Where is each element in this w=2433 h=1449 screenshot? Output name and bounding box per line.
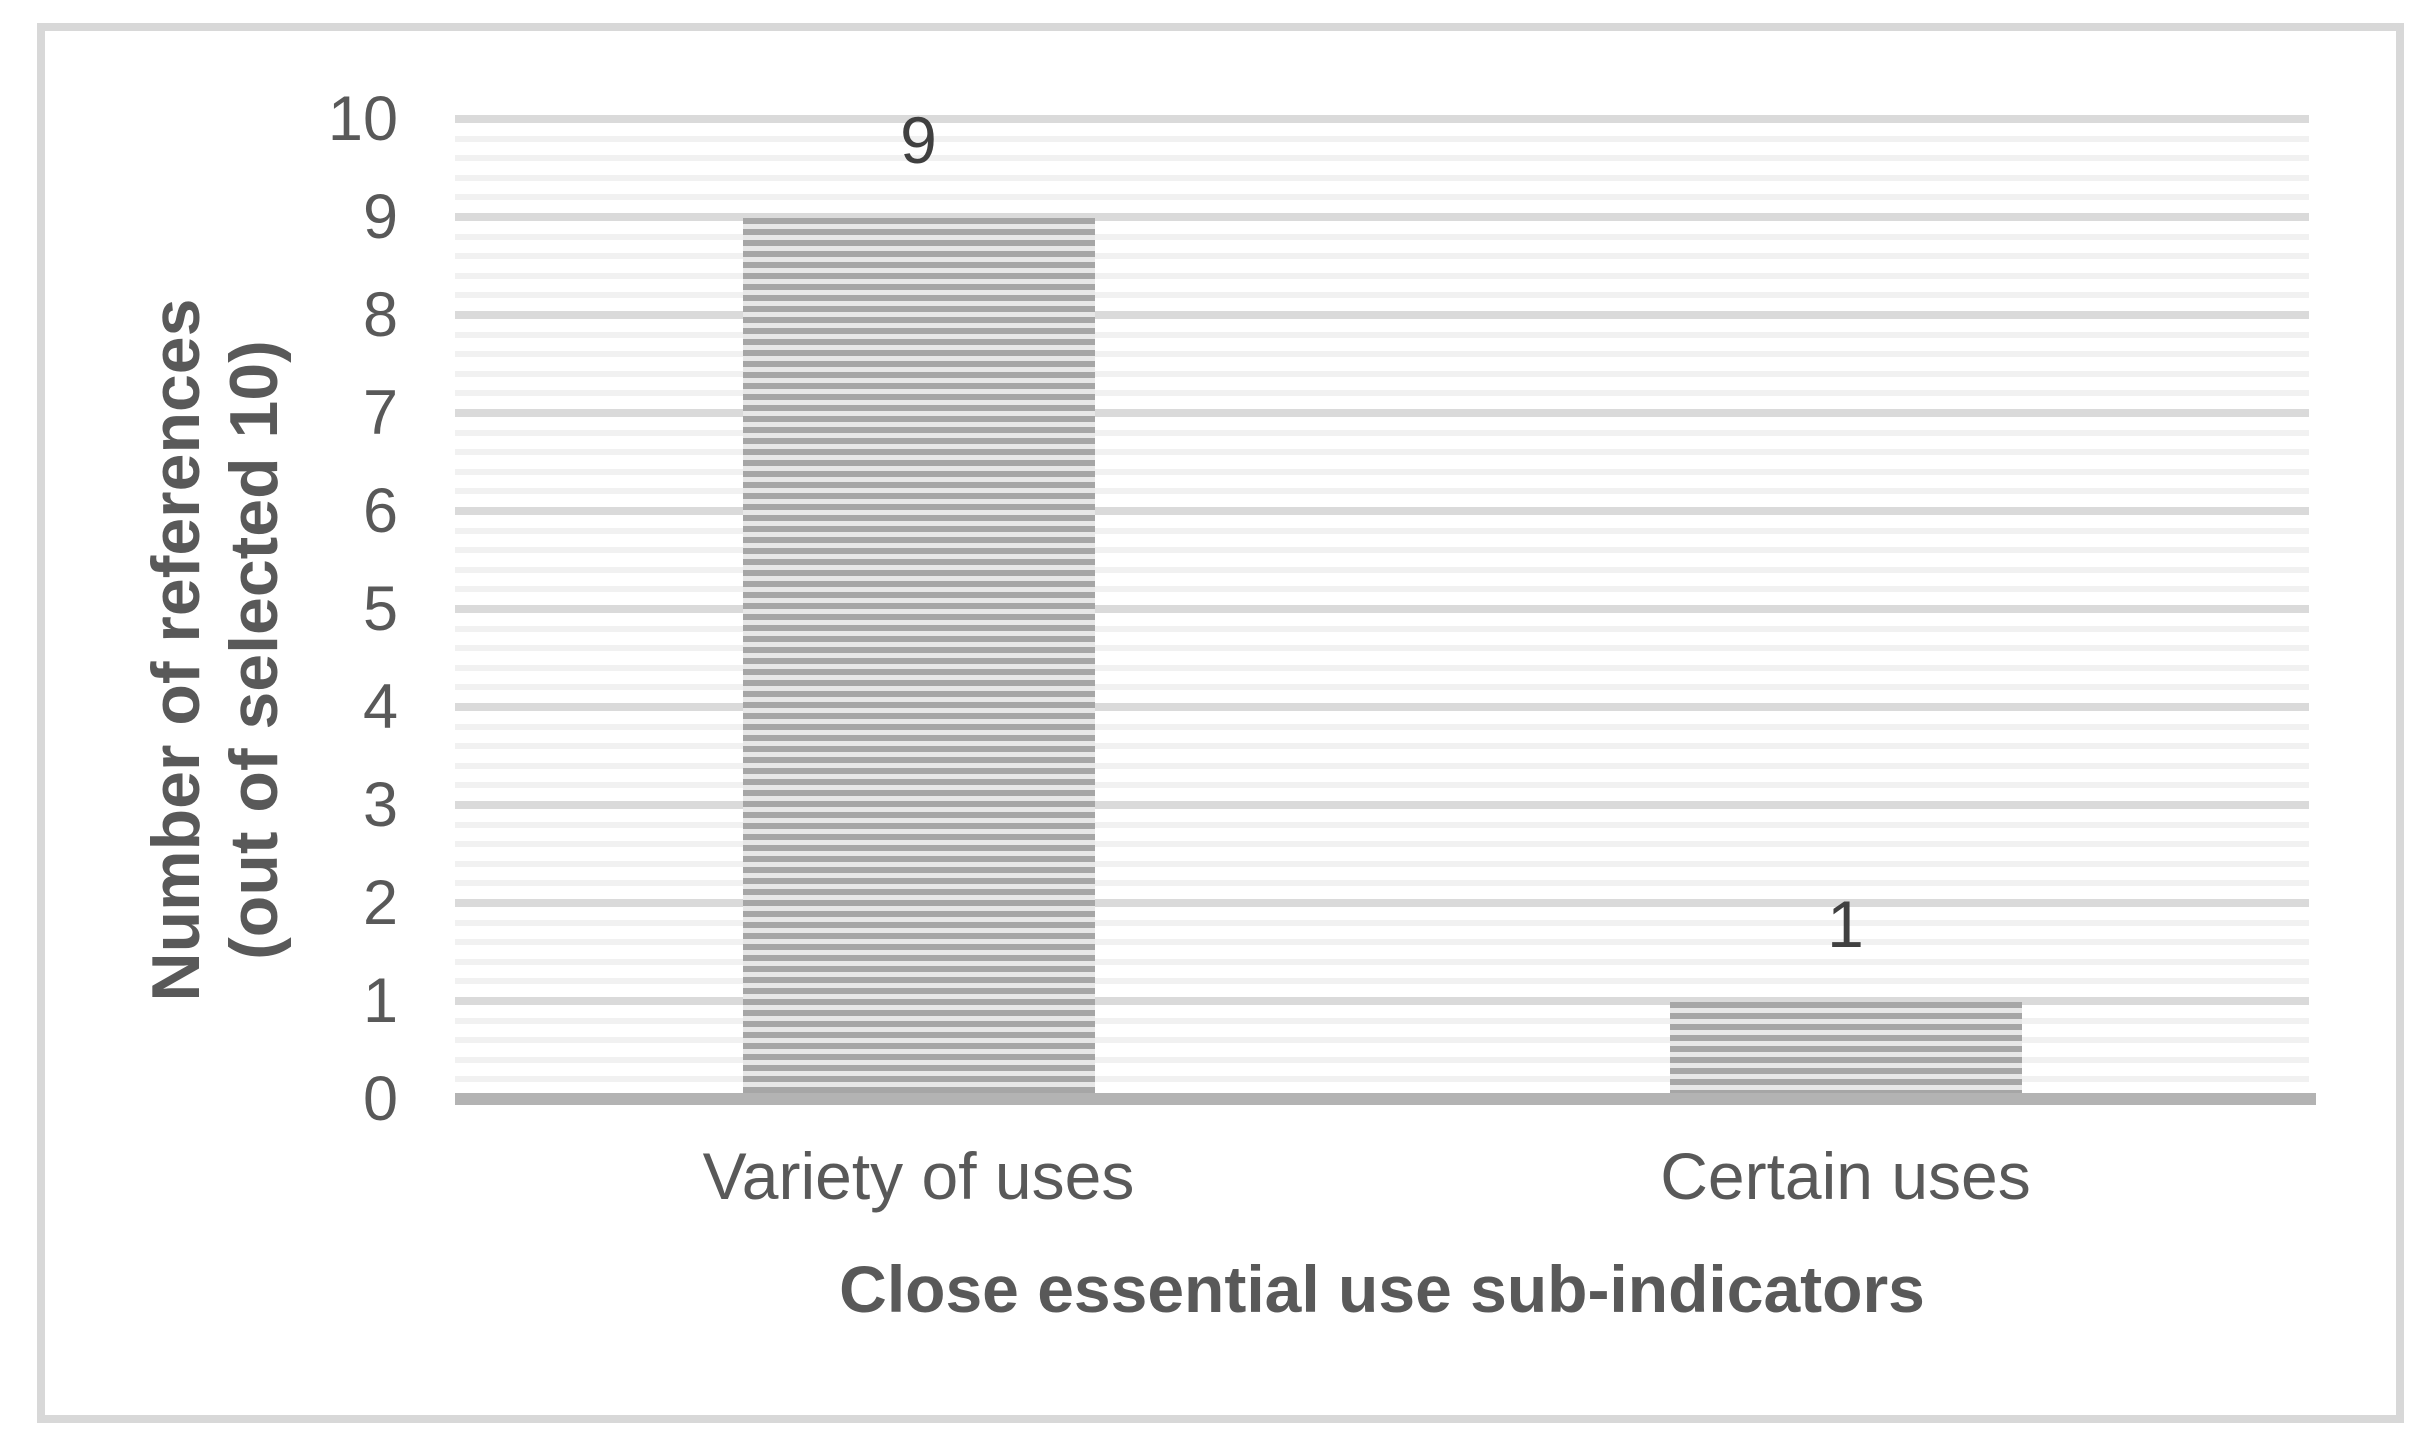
bar-variety-of-uses bbox=[742, 218, 1095, 1093]
minor-gridline bbox=[455, 194, 2309, 201]
minor-gridline bbox=[455, 174, 2309, 181]
minor-gridline bbox=[455, 429, 2309, 436]
bar-data-label: 9 bbox=[900, 103, 937, 177]
minor-gridline bbox=[455, 1017, 2309, 1024]
minor-gridline bbox=[455, 625, 2309, 632]
minor-gridline bbox=[455, 1037, 2309, 1044]
major-gridline bbox=[455, 801, 2309, 809]
minor-gridline bbox=[455, 821, 2309, 828]
minor-gridline bbox=[455, 292, 2309, 299]
y-axis-title-line-2: (out of selected 10) bbox=[216, 340, 292, 960]
minor-gridline bbox=[455, 272, 2309, 279]
bar-data-label: 1 bbox=[1827, 887, 1864, 961]
minor-gridline bbox=[455, 939, 2309, 946]
category-label: Variety of uses bbox=[702, 1139, 1135, 1213]
minor-gridline bbox=[455, 1076, 2309, 1083]
minor-gridline bbox=[455, 468, 2309, 475]
major-gridline bbox=[455, 899, 2309, 907]
y-tick-label-0: 0 bbox=[362, 1064, 398, 1134]
minor-gridline bbox=[455, 253, 2309, 260]
minor-gridline bbox=[455, 566, 2309, 573]
minor-gridline bbox=[455, 743, 2309, 750]
minor-gridline bbox=[455, 860, 2309, 867]
major-gridline bbox=[455, 311, 2309, 319]
y-tick-label-5: 5 bbox=[362, 574, 398, 644]
minor-gridline bbox=[455, 547, 2309, 554]
chart-border-frame bbox=[37, 23, 2404, 1423]
y-tick-label-3: 3 bbox=[362, 770, 398, 840]
minor-gridline bbox=[455, 958, 2309, 965]
y-tick-label-8: 8 bbox=[362, 280, 398, 350]
y-axis-title: Number of references (out of selected 10… bbox=[137, 150, 307, 1150]
category-label: Certain uses bbox=[1660, 1139, 2031, 1213]
minor-gridline bbox=[455, 880, 2309, 887]
minor-gridline bbox=[455, 978, 2309, 985]
y-tick-label-1: 1 bbox=[362, 966, 398, 1036]
minor-gridline bbox=[455, 762, 2309, 769]
minor-gridline bbox=[455, 351, 2309, 358]
y-tick-label-6: 6 bbox=[362, 476, 398, 546]
minor-gridline bbox=[455, 233, 2309, 240]
bar-certain-uses bbox=[1669, 1002, 2022, 1093]
y-tick-label-10: 10 bbox=[327, 84, 398, 154]
x-axis-line bbox=[455, 1093, 2316, 1105]
minor-gridline bbox=[455, 1056, 2309, 1063]
minor-gridline bbox=[455, 135, 2309, 142]
minor-gridline bbox=[455, 782, 2309, 789]
y-tick-label-4: 4 bbox=[362, 672, 398, 742]
major-gridline bbox=[455, 409, 2309, 417]
major-gridline bbox=[455, 703, 2309, 711]
minor-gridline bbox=[455, 684, 2309, 691]
minor-gridline bbox=[455, 331, 2309, 338]
minor-gridline bbox=[455, 155, 2309, 162]
y-tick-label-7: 7 bbox=[362, 378, 398, 448]
minor-gridline bbox=[455, 488, 2309, 495]
minor-gridline bbox=[455, 586, 2309, 593]
y-axis-title-line-1: Number of references bbox=[138, 298, 214, 1002]
major-gridline bbox=[455, 115, 2309, 123]
minor-gridline bbox=[455, 841, 2309, 848]
x-axis-title: Close essential use sub-indicators bbox=[839, 1252, 1925, 1326]
major-gridline bbox=[455, 997, 2309, 1005]
y-tick-label-9: 9 bbox=[362, 182, 398, 252]
major-gridline bbox=[455, 507, 2309, 515]
minor-gridline bbox=[455, 664, 2309, 671]
major-gridline bbox=[455, 213, 2309, 221]
minor-gridline bbox=[455, 390, 2309, 397]
major-gridline bbox=[455, 605, 2309, 613]
minor-gridline bbox=[455, 645, 2309, 652]
minor-gridline bbox=[455, 919, 2309, 926]
y-tick-label-2: 2 bbox=[362, 868, 398, 938]
minor-gridline bbox=[455, 527, 2309, 534]
minor-gridline bbox=[455, 370, 2309, 377]
minor-gridline bbox=[455, 723, 2309, 730]
minor-gridline bbox=[455, 449, 2309, 456]
